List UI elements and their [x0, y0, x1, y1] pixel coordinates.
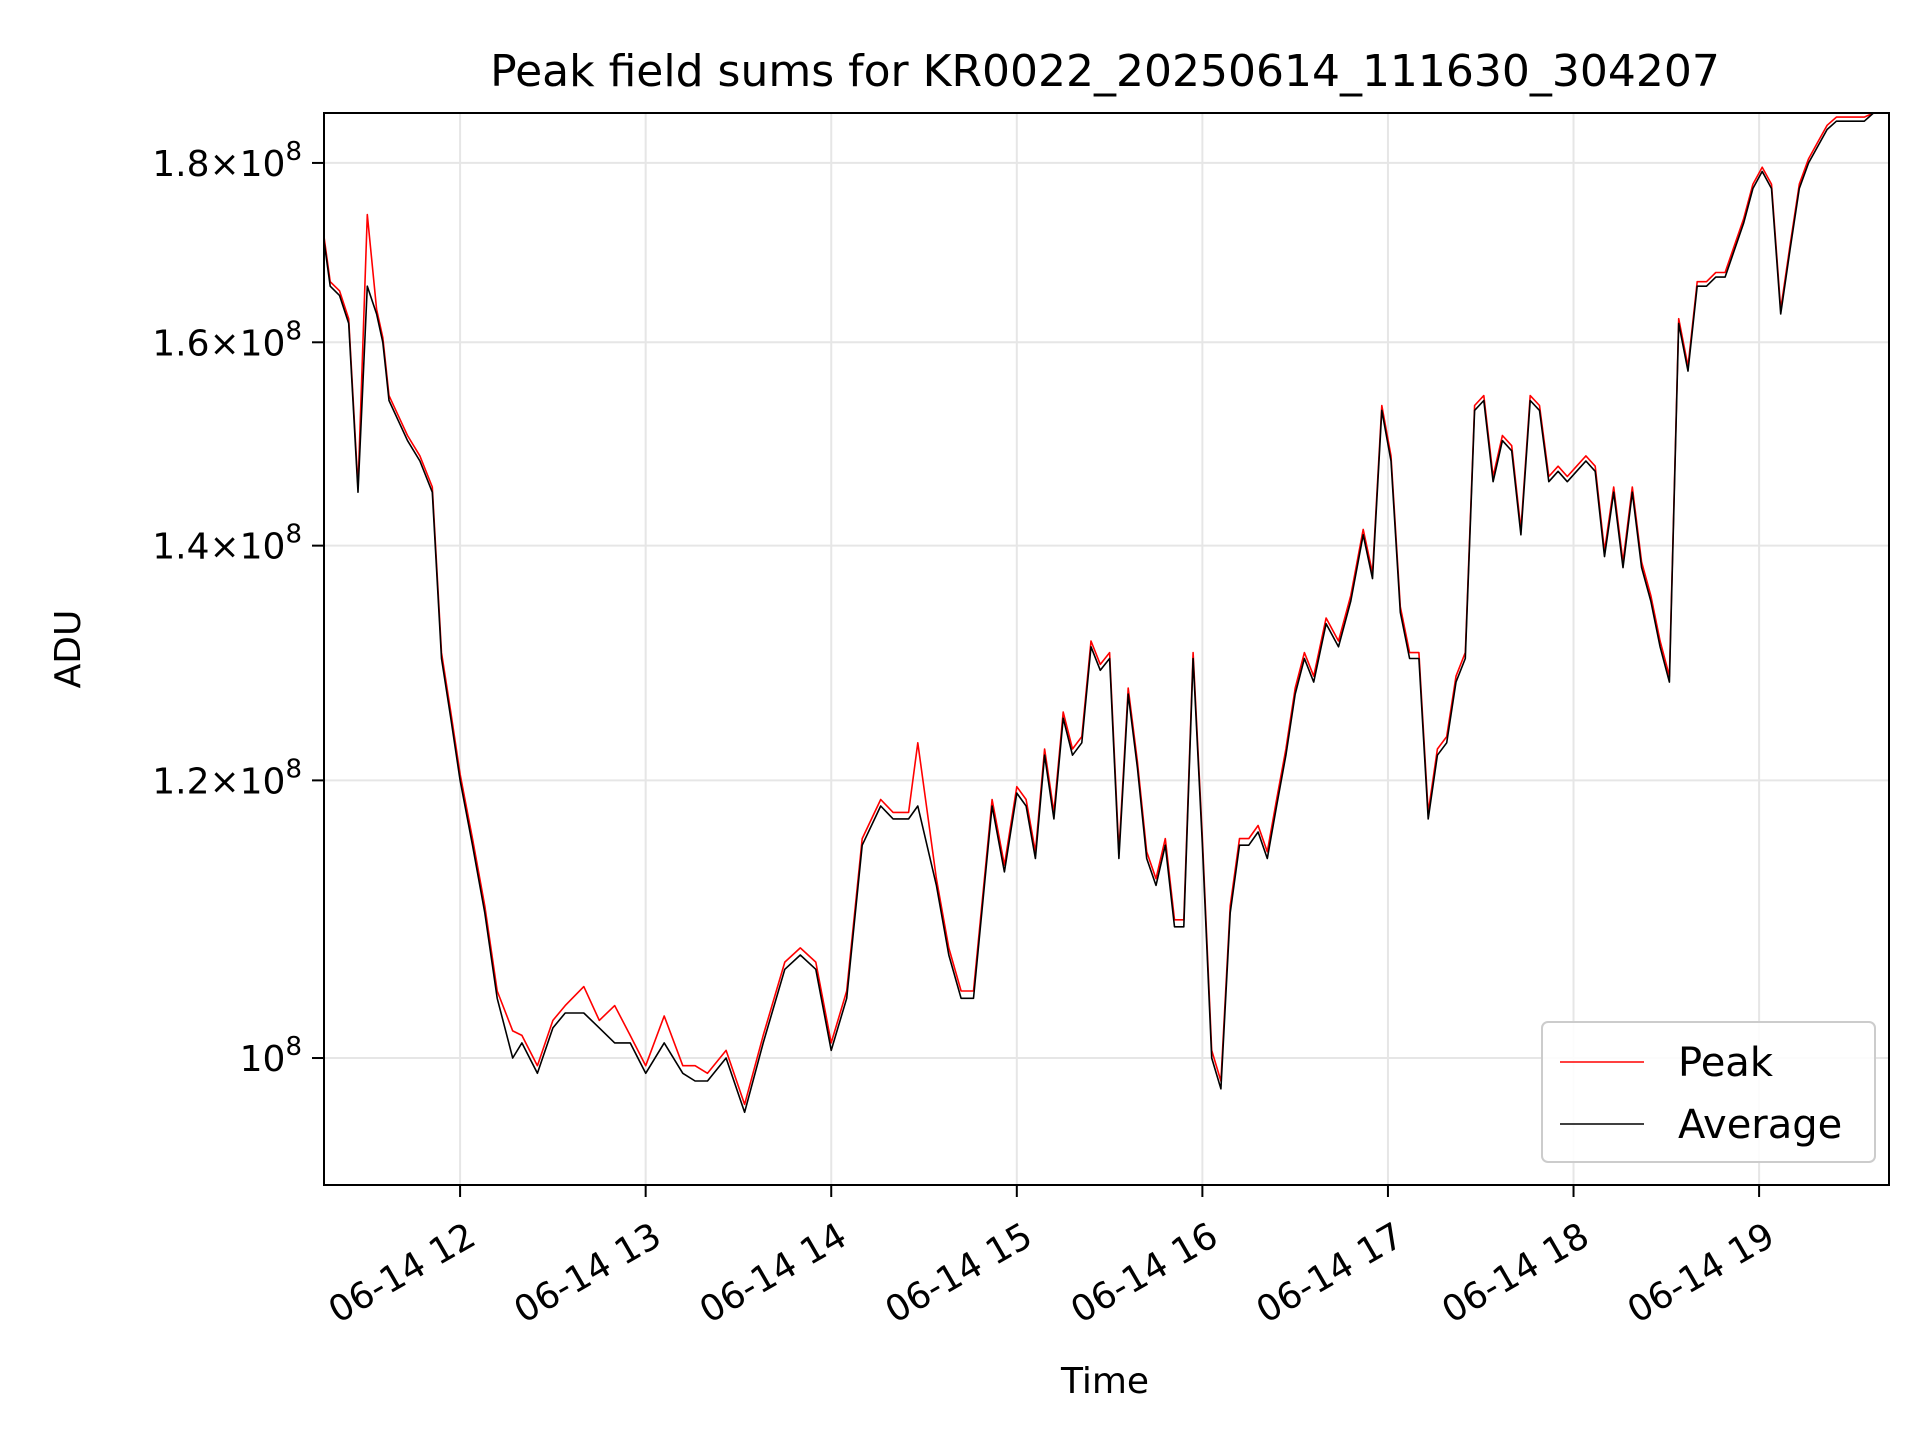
y-tick-base: 10	[240, 1039, 286, 1080]
y-tick-mantissa: 1.2×	[152, 761, 239, 802]
y-tick-base: 10	[240, 323, 286, 364]
legend: Peak Average	[1541, 1021, 1876, 1163]
y-tick-label: 108	[240, 1032, 302, 1080]
grid	[324, 113, 1889, 1185]
y-tick-base: 10	[240, 144, 286, 185]
y-tick-exponent: 8	[285, 754, 302, 784]
legend-peak-label: Peak	[1678, 1040, 1774, 1086]
y-tick-label: 1.2×108	[152, 754, 302, 802]
series-line-average	[323, 112, 1875, 1114]
y-tick-label: 1.4×108	[152, 520, 302, 568]
y-tick-exponent: 8	[285, 1032, 302, 1062]
plot-frame	[323, 112, 1890, 1186]
y-tick-base: 10	[240, 761, 286, 802]
y-tick-mantissa: 1.8×	[152, 144, 239, 185]
y-tick-label: 1.6×108	[152, 316, 302, 364]
chart-title: Peak field sums for KR0022_20250614_1116…	[490, 46, 1720, 97]
series-line-peak	[323, 112, 1874, 1106]
y-tick-mantissa: 1.4×	[152, 527, 239, 568]
y-tick-exponent: 8	[285, 316, 302, 346]
x-axis-label: Time	[1060, 1361, 1149, 1402]
y-tick-label: 1.8×108	[152, 137, 302, 185]
y-tick-exponent: 8	[285, 137, 302, 167]
y-tick-base: 10	[240, 527, 286, 568]
legend-average-label: Average	[1678, 1102, 1842, 1148]
y-tick-exponent: 8	[285, 520, 302, 550]
plot-lines	[323, 112, 1875, 1114]
legend-box	[1541, 1021, 1876, 1163]
y-tick-mantissa: 1.6×	[152, 323, 239, 364]
y-axis-label: ADU	[48, 610, 89, 689]
